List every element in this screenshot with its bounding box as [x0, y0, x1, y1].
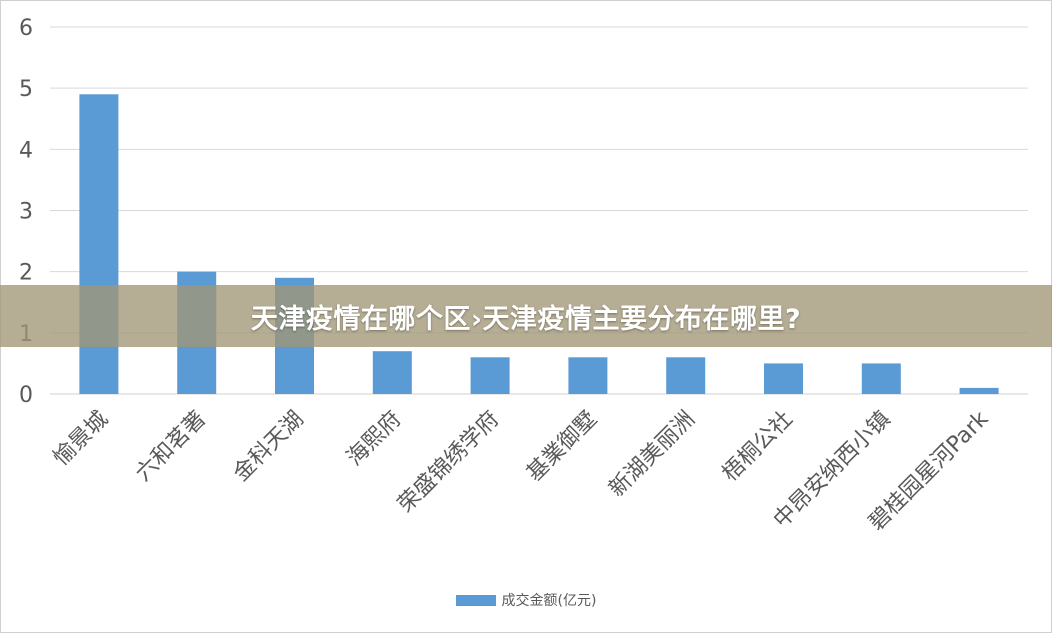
y-axis-ticks: 0123456 [19, 16, 33, 408]
y-tick-label: 3 [19, 200, 33, 225]
y-tick-label: 5 [19, 77, 33, 102]
x-tick-label: 愉景城 [49, 407, 113, 471]
title-banner: 天津疫情在哪个区›天津疫情主要分布在哪里? [0, 285, 1052, 347]
bar [79, 94, 119, 395]
legend-swatch [455, 594, 496, 606]
y-tick-label: 6 [19, 16, 33, 41]
x-tick-label: 梧桐公社 [718, 407, 798, 487]
bar [861, 363, 901, 394]
x-tick-label: 六和茗著 [131, 407, 211, 487]
banner-title: 天津疫情在哪个区›天津疫情主要分布在哪里? [250, 303, 802, 335]
bar [764, 363, 803, 394]
bar [372, 351, 412, 394]
bars [79, 94, 999, 395]
x-tick-label: 海熙府 [342, 407, 406, 471]
x-tick-label: 新湖美丽洲 [604, 407, 699, 502]
x-tick-label: 基業御墅 [522, 407, 602, 487]
x-tick-label: 荣盛锦绣学府 [393, 407, 504, 518]
bar [666, 357, 706, 394]
legend: 成交金额(亿元) [0, 590, 1052, 610]
y-tick-label: 4 [19, 138, 33, 163]
y-tick-label: 2 [19, 261, 33, 286]
bar [470, 357, 510, 394]
legend-label: 成交金额(亿元) [501, 593, 597, 609]
bar [959, 387, 999, 394]
y-tick-label: 0 [19, 383, 33, 408]
bar [568, 357, 608, 394]
x-tick-label: 金科天湖 [229, 407, 309, 487]
